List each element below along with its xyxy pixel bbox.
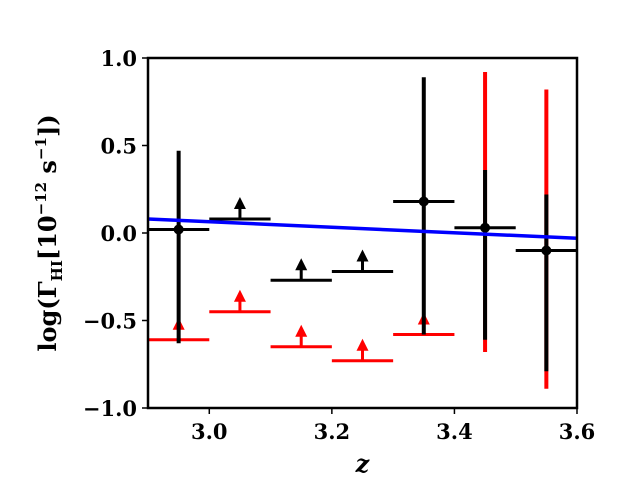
- black-point: [541, 245, 552, 256]
- x-ticks: 3.0 3.2 3.4 3.6: [191, 408, 595, 444]
- black-point: [480, 222, 491, 233]
- black-point: [418, 196, 429, 207]
- y-tick-label: 0.0: [100, 221, 137, 246]
- black-limit-arrow-head: [233, 197, 246, 209]
- x-axis-label: z: [355, 449, 371, 478]
- black-series: [148, 77, 577, 372]
- y-axis-label: log(ΓHI[10−12 s−1]): [32, 114, 66, 351]
- fit-group: [148, 217, 577, 240]
- red-limit-arrow-head: [295, 324, 308, 337]
- red-limit-arrow-head: [233, 289, 246, 302]
- x-tick-label: 3.2: [314, 419, 351, 444]
- black-limit-arrow-head: [356, 249, 369, 262]
- y-tick-label: 1.0: [100, 46, 137, 71]
- x-tick-label: 3.0: [191, 419, 228, 444]
- y-tick-label: −1.0: [83, 396, 137, 421]
- plot-clip-group: [148, 72, 577, 389]
- fit-line: [148, 217, 577, 240]
- y-ticks: 1.0 0.5 0.0 −0.5 −1.0: [83, 46, 148, 421]
- x-tick-label: 3.4: [436, 419, 473, 444]
- y-tick-label: −0.5: [83, 309, 137, 334]
- black-limit-arrow-head: [295, 258, 308, 271]
- y-tick-label: 0.5: [100, 134, 137, 159]
- black-point: [173, 224, 184, 235]
- plot-frame: [146, 56, 579, 410]
- red-limit-arrow-head: [356, 338, 369, 351]
- x-tick-label: 3.6: [559, 419, 596, 444]
